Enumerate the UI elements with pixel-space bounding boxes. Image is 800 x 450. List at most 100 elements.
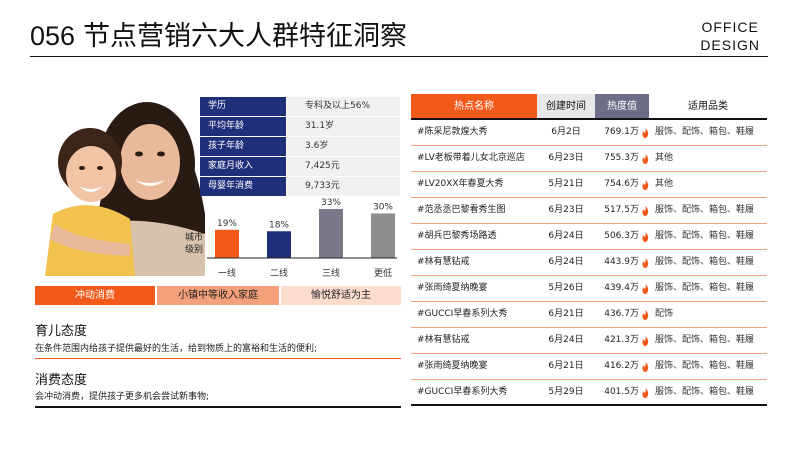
- bar-value-label: 18%: [269, 220, 289, 230]
- flame-icon: [642, 206, 649, 216]
- table-row: #张雨绮夏纳晚宴 6月21日 416.2万 服饰、配饰、箱包、鞋履: [411, 354, 767, 380]
- created-date-text: 6月21日: [548, 361, 584, 371]
- flame-icon: [642, 388, 649, 398]
- heat-value: 754.6万: [595, 172, 649, 197]
- category-text: 服饰、配饰、箱包、鞋履: [655, 127, 755, 137]
- stat-row-annual-spend: 母婴年消费 9,733元: [200, 177, 400, 196]
- category-text: 配饰: [655, 309, 674, 319]
- topic-name: #LV老板带着儿女北京巡店: [411, 146, 537, 171]
- created-date-text: 6月24日: [548, 335, 584, 345]
- category-text: 其他: [655, 153, 674, 163]
- flame-icon: [642, 336, 649, 346]
- created-date-text: 5月26日: [548, 283, 584, 293]
- table-row: #林有慧钻戒 6月24日 443.9万 服饰、配饰、箱包、鞋履: [411, 250, 767, 276]
- heat-value-text: 506.3万: [604, 231, 639, 241]
- consumption-attitude-heading: 消费态度: [35, 373, 88, 388]
- flame-icon: [642, 258, 649, 268]
- hot-topics-table: 热点名称 创建时间 热度值 适用品类 #陈采尼敦煌大秀 6月2日 769.1万 服饰、…: [411, 94, 767, 406]
- bar-0: [215, 229, 239, 258]
- created-date: 6月23日: [537, 198, 595, 223]
- heat-value-text: 755.3万: [604, 153, 639, 163]
- created-date-text: 6月24日: [548, 231, 584, 241]
- heat-value: 443.9万: [595, 250, 649, 275]
- stat-label: 母婴年消费: [200, 177, 286, 196]
- table-row: #张雨绮夏纳晚宴 5月26日 439.4万 服饰、配饰、箱包、鞋履: [411, 276, 767, 302]
- flame-icon: [642, 362, 649, 372]
- topic-name: #GUCCI早春系列大秀: [411, 380, 537, 404]
- topic-name-text: #胡兵巴黎秀场路透: [417, 231, 497, 241]
- stat-label: 孩子年龄: [200, 137, 286, 156]
- stat-value: 7,425元: [287, 157, 400, 176]
- topic-name-text: #GUCCI早春系列大秀: [417, 309, 508, 319]
- bar-value-label: 19%: [217, 219, 237, 229]
- topic-name-text: #张雨绮夏纳晚宴: [417, 283, 488, 293]
- topic-name: #陈采尼敦煌大秀: [411, 120, 537, 145]
- created-date: 6月24日: [537, 224, 595, 249]
- category: 服饰、配饰、箱包、鞋履: [649, 276, 767, 301]
- flame-icon: [642, 154, 649, 164]
- consumption-attitude-text: 会冲动消费，提供孩子更多机会尝试新事物;: [35, 392, 210, 402]
- heat-value: 755.3万: [595, 146, 649, 171]
- topic-name-text: #LV老板带着儿女北京巡店: [417, 153, 525, 163]
- city-tier-chart: 城市 级别 19% 一线 18% 二线 33% 三线 30% 更低: [175, 190, 400, 285]
- heat-value: 421.3万: [595, 328, 649, 353]
- created-date: 6月21日: [537, 354, 595, 379]
- category-tick-label: 二线: [270, 267, 288, 279]
- created-date: 5月29日: [537, 380, 595, 404]
- created-date: 6月21日: [537, 302, 595, 327]
- heat-value: 769.1万: [595, 120, 649, 145]
- mother-child-photo: [35, 94, 205, 276]
- created-date: 6月2日: [537, 120, 595, 145]
- header-created: 创建时间: [537, 94, 595, 118]
- heat-value-text: 443.9万: [604, 257, 639, 267]
- created-date: 5月26日: [537, 276, 595, 301]
- created-date: 5月21日: [537, 172, 595, 197]
- table-header: 热点名称 创建时间 热度值 适用品类: [411, 94, 767, 120]
- topic-name-text: #陈采尼敦煌大秀: [417, 127, 488, 137]
- section-bottom-line: [35, 406, 401, 408]
- tag-impulse-buying: 冲动消费: [35, 286, 155, 305]
- category-text: 服饰、配饰、箱包、鞋履: [655, 283, 755, 293]
- stat-row-household-income: 家庭月收入 7,425元: [200, 157, 400, 176]
- brand-logo: OFFICE DESIGN: [700, 18, 760, 54]
- category: 服饰、配饰、箱包、鞋履: [649, 120, 767, 145]
- persona-tags: 冲动消费 小镇中等收入家庭 愉悦舒适为主: [35, 286, 401, 305]
- flame-icon: [642, 232, 649, 242]
- topic-name: #GUCCI早春系列大秀: [411, 302, 537, 327]
- heat-value: 517.5万: [595, 198, 649, 223]
- category-tick-label: 一线: [218, 267, 236, 279]
- category: 其他: [649, 172, 767, 197]
- topic-name-text: #LV20XX年春夏大秀: [417, 179, 504, 189]
- bar-value-label: 33%: [321, 198, 341, 208]
- table-body: #陈采尼敦煌大秀 6月2日 769.1万 服饰、配饰、箱包、鞋履 #LV老板带着儿女北京…: [411, 120, 767, 406]
- table-row: #范丞丞巴黎看秀生图 6月23日 517.5万 服饰、配饰、箱包、鞋履: [411, 198, 767, 224]
- stat-value: 31.1岁: [287, 117, 400, 136]
- table-row: #陈采尼敦煌大秀 6月2日 769.1万 服饰、配饰、箱包、鞋履: [411, 120, 767, 146]
- stat-value: 3.6岁: [287, 137, 400, 156]
- category-text: 服饰、配饰、箱包、鞋履: [655, 205, 755, 215]
- topic-name: #范丞丞巴黎看秀生图: [411, 198, 537, 223]
- topic-name-text: #范丞丞巴黎看秀生图: [417, 205, 506, 215]
- topic-name: #LV20XX年春夏大秀: [411, 172, 537, 197]
- flame-icon: [642, 310, 649, 320]
- topic-name: #胡兵巴黎秀场路透: [411, 224, 537, 249]
- created-date-text: 6月23日: [548, 205, 584, 215]
- heat-value: 506.3万: [595, 224, 649, 249]
- topic-name: #张雨绮夏纳晚宴: [411, 354, 537, 379]
- flame-icon: [642, 284, 649, 294]
- topic-name: #张雨绮夏纳晚宴: [411, 276, 537, 301]
- heat-value-text: 436.7万: [604, 309, 639, 319]
- created-date: 6月24日: [537, 328, 595, 353]
- table-row: #GUCCI早春系列大秀 6月21日 436.7万 配饰: [411, 302, 767, 328]
- header-category: 适用品类: [649, 94, 767, 118]
- created-date-text: 6月23日: [548, 153, 584, 163]
- section-divider: [35, 358, 401, 359]
- category-text: 服饰、配饰、箱包、鞋履: [655, 257, 755, 267]
- header-topic: 热点名称: [411, 94, 537, 118]
- topic-name-text: #张雨绮夏纳晚宴: [417, 361, 488, 371]
- topic-name: #林有慧钻戒: [411, 250, 537, 275]
- flame-icon: [642, 128, 649, 138]
- header-divider: [30, 56, 768, 57]
- page-number: 056: [30, 21, 76, 51]
